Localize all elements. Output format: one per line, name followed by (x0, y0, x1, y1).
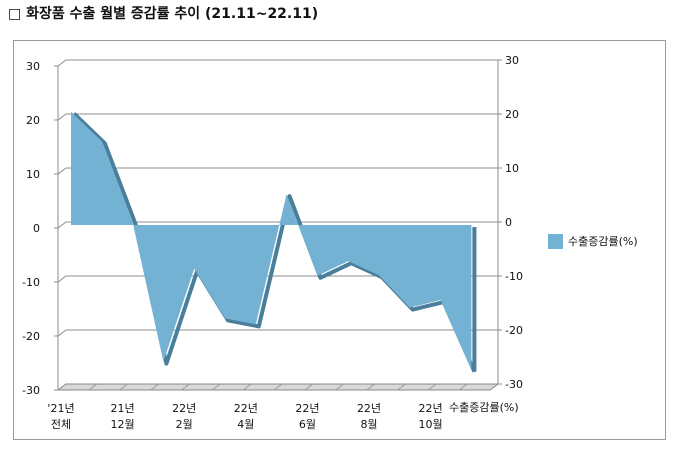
x-tick-label-line2: 6월 (299, 418, 316, 431)
gridline-depth (57, 329, 67, 337)
chart-frame (13, 40, 666, 440)
x-tick-label-line2: 8월 (360, 418, 377, 431)
floor-category-line (335, 383, 345, 391)
x-tick-label-line1: 22년 (357, 402, 381, 415)
legend-label: 수출증감률(%) (568, 235, 638, 248)
floor-category-line (211, 383, 221, 391)
floor-category-line (397, 383, 406, 391)
right-y-tick-label: -10 (505, 270, 523, 283)
x-tick-label-line2: 12월 (111, 418, 135, 431)
floor-category-line (304, 383, 314, 391)
left-y-tick-label: -20 (22, 330, 40, 343)
x-tick-label-line2: 2월 (176, 418, 193, 431)
x-tick-label-line1: 22년 (172, 402, 196, 415)
gridline-depth (57, 59, 67, 67)
chart-title: □ 화장품 수출 월별 증감률 추이 (21.11~22.11) (8, 6, 319, 22)
gridline-depth (57, 221, 67, 229)
x-tick-label-line2: 전체 (51, 418, 71, 431)
floor-category-line (458, 383, 468, 391)
floor-category-line (57, 383, 67, 391)
floor-category-line (88, 383, 98, 391)
right-y-tick-label: 20 (505, 108, 519, 121)
right-y-tick-label: -30 (505, 378, 523, 391)
left-y-tick-label: 0 (33, 222, 40, 235)
floor-category-line (119, 383, 129, 391)
x-tick-label-line1: 22년 (234, 402, 258, 415)
right-y-tick-label: -20 (505, 324, 523, 337)
x-tick-label-line2: 10월 (419, 418, 443, 431)
right-y-tick-label: 30 (505, 54, 519, 67)
area-series-fill (71, 111, 472, 370)
right-y-tick-label: 10 (505, 162, 519, 175)
left-y-tick-label: 10 (26, 168, 40, 181)
floor-category-line (273, 383, 283, 391)
floor-category-line (427, 383, 437, 391)
floor-category-line (150, 383, 159, 391)
left-y-tick-label: 20 (26, 114, 40, 127)
floor-category-line (181, 383, 190, 391)
left-y-tick-label: -30 (22, 384, 40, 397)
x-axis-title: 수출증감률(%) (449, 401, 519, 414)
left-y-tick-label: 30 (26, 60, 40, 73)
right-y-tick-label: 0 (505, 216, 512, 229)
left-y-tick-label: -10 (22, 276, 40, 289)
x-tick-label-line1: 21년 (111, 402, 135, 415)
gridline-depth (57, 275, 67, 283)
floor-category-line (366, 383, 375, 391)
x-tick-label-line2: 4월 (237, 418, 254, 431)
legend-swatch (548, 234, 563, 249)
x-tick-label-line1: 22년 (419, 402, 443, 415)
x-tick-label-line1: '21년 (47, 402, 74, 415)
gridline-depth (57, 167, 67, 175)
x-tick-label-line1: 22년 (295, 402, 319, 415)
floor-category-line (489, 383, 499, 391)
gridline-depth (57, 113, 67, 121)
floor-category-line (242, 383, 252, 391)
